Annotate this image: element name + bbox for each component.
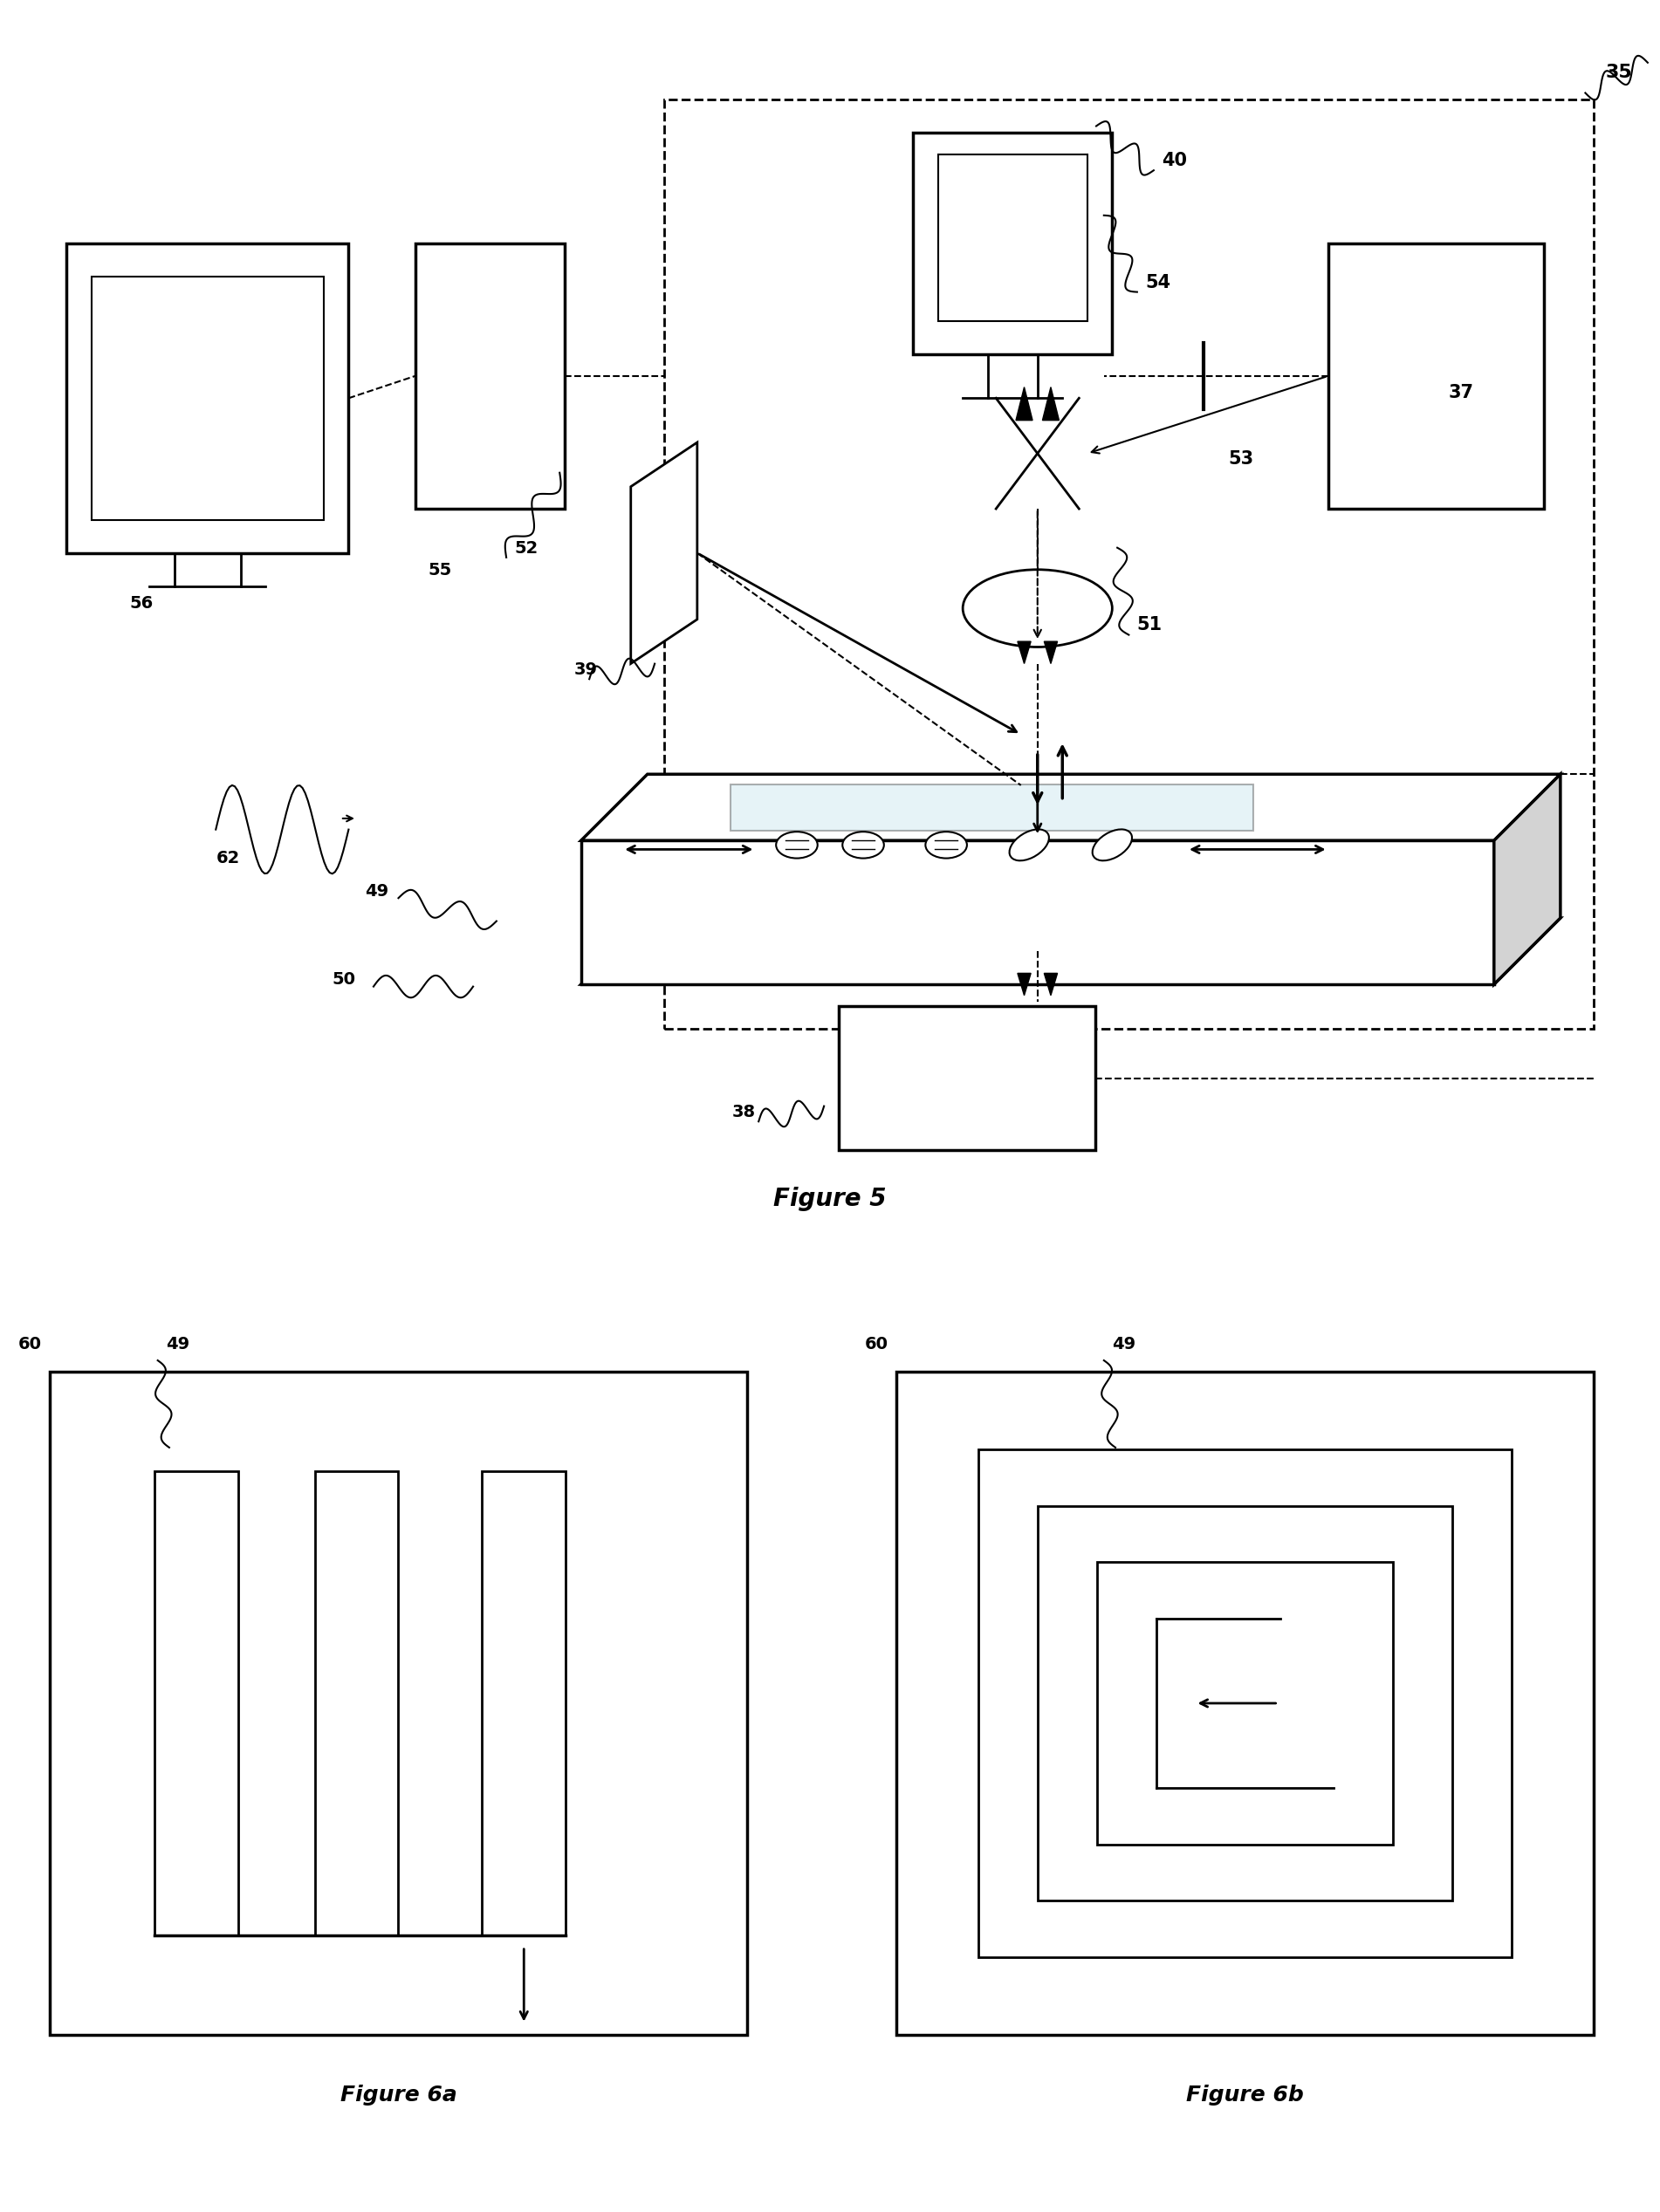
Text: 60: 60: [18, 1336, 42, 1354]
Text: 56: 56: [129, 595, 153, 613]
Text: 54: 54: [1145, 274, 1170, 292]
Polygon shape: [1018, 641, 1031, 664]
Bar: [838, 1006, 1096, 1150]
Text: Figure 5: Figure 5: [774, 1186, 886, 1210]
Text: 49: 49: [365, 883, 388, 900]
Ellipse shape: [1009, 830, 1049, 860]
Text: 62: 62: [216, 849, 239, 867]
Bar: [896, 1371, 1594, 2035]
Bar: [1038, 1506, 1452, 1900]
Polygon shape: [1044, 641, 1057, 664]
Polygon shape: [581, 918, 1560, 984]
Ellipse shape: [1092, 830, 1132, 860]
Text: 50: 50: [332, 971, 355, 989]
Text: 49: 49: [1112, 1336, 1135, 1354]
Text: 37: 37: [1448, 385, 1474, 403]
Polygon shape: [581, 774, 1560, 841]
Bar: [978, 1449, 1512, 1958]
Text: 52: 52: [515, 540, 538, 557]
Bar: [481, 1471, 566, 1936]
Text: Figure 6a: Figure 6a: [340, 2086, 457, 2106]
Polygon shape: [730, 783, 1253, 830]
Bar: [50, 1371, 747, 2035]
Polygon shape: [1044, 973, 1057, 995]
Bar: [154, 1471, 237, 1936]
Text: 40: 40: [1162, 153, 1187, 170]
Polygon shape: [631, 442, 697, 664]
Bar: [664, 100, 1594, 1029]
Ellipse shape: [775, 832, 817, 858]
Ellipse shape: [963, 571, 1112, 646]
Bar: [913, 133, 1112, 354]
Text: 51: 51: [1137, 617, 1162, 635]
Ellipse shape: [843, 832, 883, 858]
Bar: [938, 155, 1087, 321]
Text: 35: 35: [1605, 64, 1632, 82]
Polygon shape: [1042, 387, 1059, 420]
Bar: [415, 243, 564, 509]
Ellipse shape: [925, 832, 966, 858]
Polygon shape: [1494, 774, 1560, 984]
Text: 53: 53: [1228, 451, 1253, 469]
Polygon shape: [581, 841, 1494, 984]
Text: 60: 60: [865, 1336, 888, 1354]
Text: 38: 38: [732, 1104, 755, 1121]
Text: 55: 55: [428, 562, 452, 580]
Bar: [91, 276, 324, 520]
Bar: [66, 243, 349, 553]
Bar: [1097, 1562, 1393, 1845]
Polygon shape: [1018, 973, 1031, 995]
Text: 39: 39: [574, 661, 598, 679]
Text: Figure 6b: Figure 6b: [1187, 2086, 1303, 2106]
Text: 49: 49: [166, 1336, 189, 1354]
Bar: [1328, 243, 1544, 509]
Polygon shape: [1016, 387, 1033, 420]
Bar: [315, 1471, 398, 1936]
